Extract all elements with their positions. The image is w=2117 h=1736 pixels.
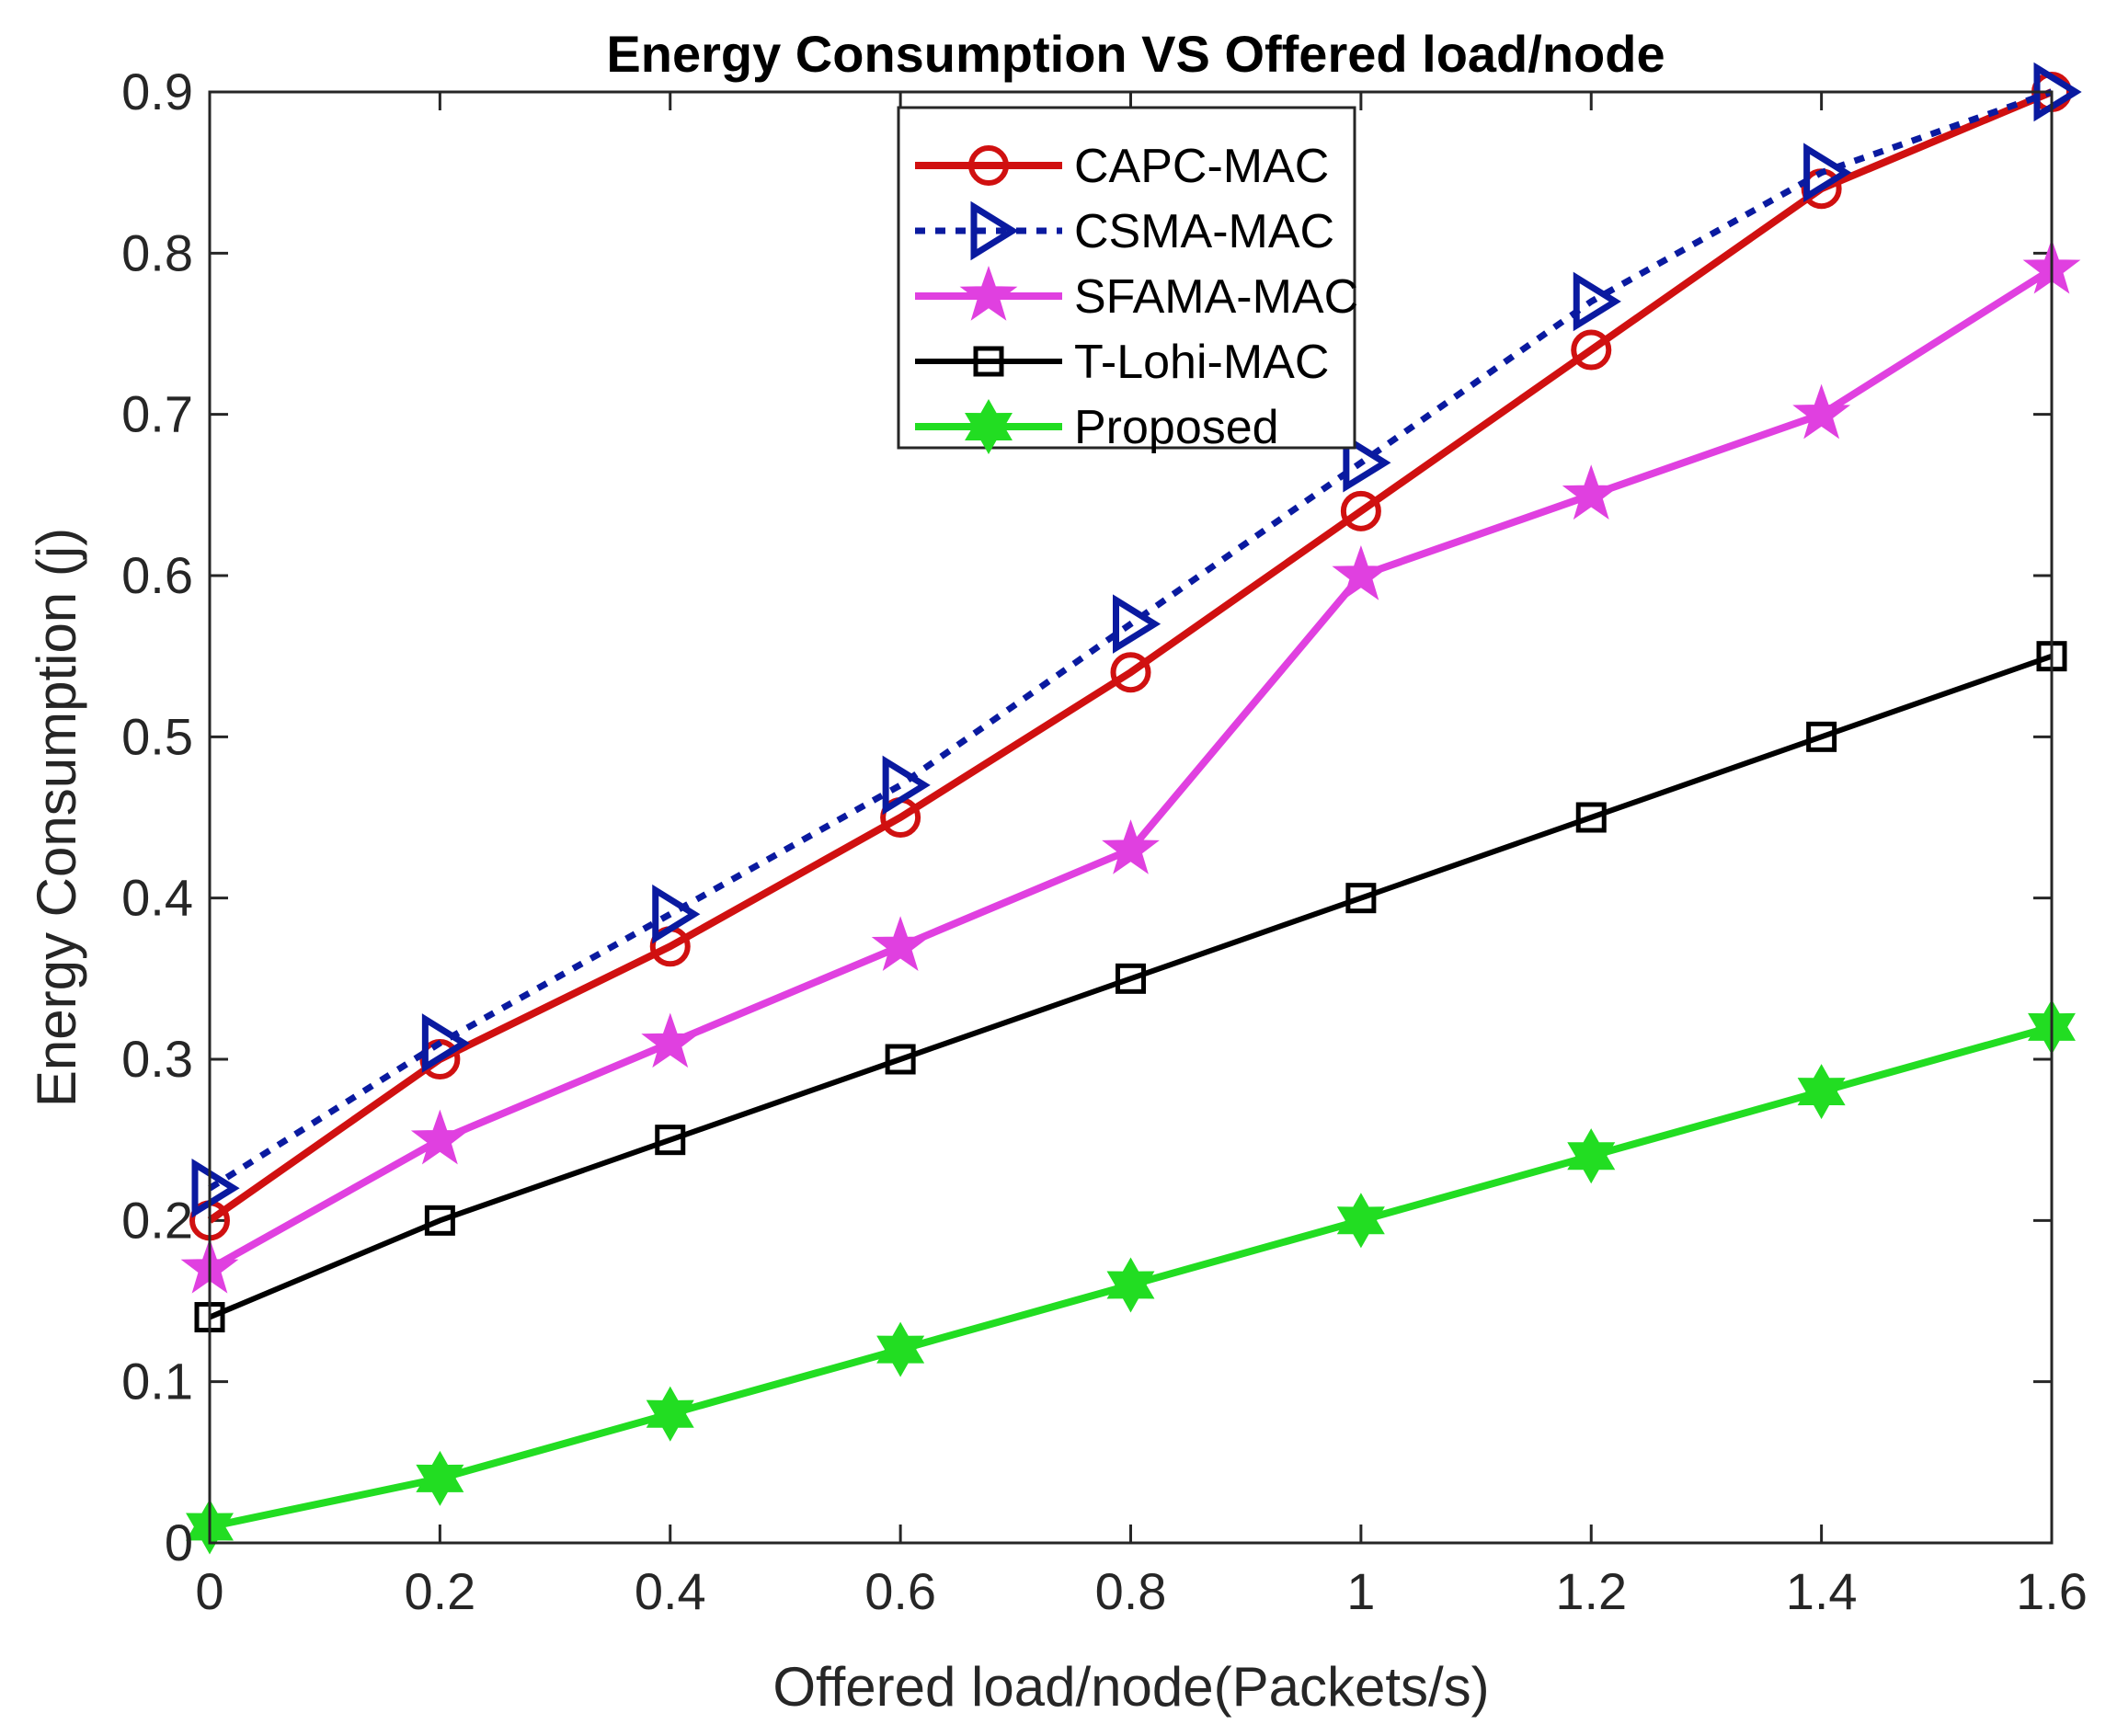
series-t-lohi-mac bbox=[194, 641, 2067, 1333]
data-point bbox=[1797, 1064, 1846, 1120]
data-point bbox=[421, 1013, 471, 1073]
x-axis-label: Offered load/node(Packets/s) bbox=[772, 1656, 1489, 1718]
chart-title: Energy Consumption VS Offered load/node bbox=[606, 25, 1665, 83]
y-tick-label: 0.6 bbox=[121, 546, 193, 604]
legend-marker bbox=[965, 398, 1013, 455]
x-tick-label: 0.6 bbox=[864, 1562, 936, 1620]
data-point bbox=[1806, 721, 1837, 752]
data-point bbox=[1340, 490, 1381, 531]
y-tick-label: 0.8 bbox=[121, 223, 193, 281]
series-line bbox=[208, 88, 2054, 1192]
data-point bbox=[1336, 1193, 1385, 1249]
data-point bbox=[646, 1386, 694, 1442]
series-proposed bbox=[186, 999, 2076, 1555]
data-point bbox=[1332, 544, 1390, 600]
data-point bbox=[1345, 883, 1377, 914]
data-point bbox=[655, 1125, 686, 1156]
x-tick-label: 0.8 bbox=[1095, 1562, 1167, 1620]
legend-label: CAPC-MAC bbox=[1074, 140, 1329, 193]
y-tick-label: 0.5 bbox=[121, 707, 193, 765]
y-tick-label: 0 bbox=[165, 1513, 193, 1571]
legend-marker bbox=[970, 200, 1019, 261]
y-tick-label: 0.4 bbox=[121, 869, 193, 927]
x-tick-label: 0.2 bbox=[404, 1562, 475, 1620]
data-point bbox=[1803, 143, 1852, 202]
data-point bbox=[1343, 432, 1391, 493]
legend-item: CSMA-MAC bbox=[915, 200, 1334, 261]
data-point bbox=[1102, 819, 1160, 874]
x-tick-label: 1.2 bbox=[1555, 1562, 1627, 1620]
y-tick-label: 0.7 bbox=[121, 385, 193, 443]
data-point bbox=[1573, 271, 1621, 332]
data-point bbox=[1575, 802, 1607, 833]
legend-marker bbox=[959, 265, 1018, 321]
legend-label: SFAMA-MAC bbox=[1074, 270, 1358, 324]
data-point bbox=[1562, 464, 1620, 520]
legend-marker bbox=[968, 145, 1009, 186]
data-point bbox=[1106, 1257, 1155, 1313]
data-point bbox=[191, 1158, 240, 1218]
data-point bbox=[1567, 1128, 1616, 1184]
data-point bbox=[876, 1321, 925, 1377]
y-tick-label: 0.2 bbox=[121, 1191, 193, 1249]
data-point bbox=[1110, 652, 1151, 693]
data-point bbox=[1116, 963, 1146, 994]
series-line bbox=[208, 653, 2053, 1320]
data-point bbox=[652, 884, 701, 944]
series-line bbox=[207, 88, 2054, 1224]
data-point bbox=[871, 916, 930, 971]
data-point bbox=[416, 1450, 464, 1506]
legend-label: CSMA-MAC bbox=[1074, 205, 1334, 258]
data-point bbox=[641, 1012, 700, 1068]
legend-item: SFAMA-MAC bbox=[915, 265, 1358, 324]
x-tick-label: 1.6 bbox=[2016, 1562, 2088, 1620]
data-point bbox=[1113, 594, 1161, 654]
legend-item: CAPC-MAC bbox=[915, 140, 1329, 193]
y-axis-label: Energy Consumption (j) bbox=[26, 528, 87, 1107]
legend-label: T-Lohi-MAC bbox=[1074, 336, 1329, 389]
data-point bbox=[424, 1205, 455, 1236]
x-tick-label: 1.4 bbox=[1786, 1562, 1858, 1620]
x-tick-label: 0.4 bbox=[635, 1562, 706, 1620]
legend-item: T-Lohi-MAC bbox=[915, 336, 1329, 389]
data-point bbox=[1792, 383, 1851, 440]
data-point bbox=[410, 1109, 469, 1165]
x-tick-label: 1 bbox=[1346, 1562, 1375, 1620]
data-point bbox=[882, 755, 931, 816]
legend-marker bbox=[973, 346, 1004, 377]
plot-frame bbox=[208, 90, 2054, 1545]
y-tick-label: 0.1 bbox=[121, 1353, 193, 1410]
legend-label: Proposed bbox=[1074, 401, 1279, 454]
y-tick-label: 0.3 bbox=[121, 1030, 193, 1088]
legend-item: Proposed bbox=[915, 398, 1279, 455]
data-point bbox=[1571, 329, 1612, 371]
legend: CAPC-MAC CSMA-MAC SFAMA-MAC T-Lohi-MAC Propo… bbox=[897, 106, 1358, 455]
y-tick-label: 0.9 bbox=[121, 63, 193, 120]
data-point bbox=[885, 1044, 916, 1075]
x-tick-label: 0 bbox=[195, 1562, 223, 1620]
